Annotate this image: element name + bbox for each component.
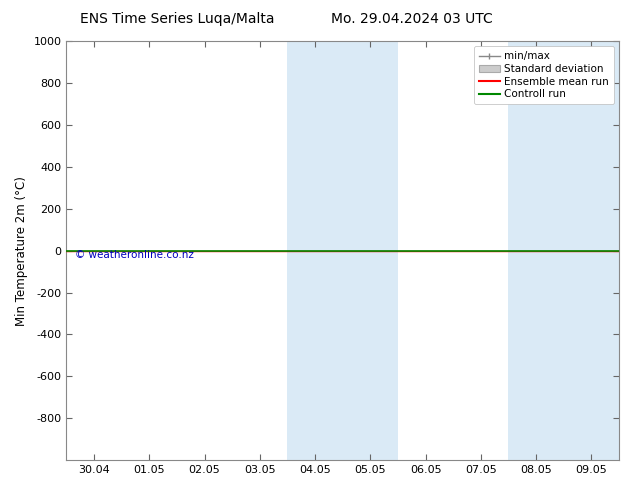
Text: ENS Time Series Luqa/Malta: ENS Time Series Luqa/Malta	[81, 12, 275, 26]
Legend: min/max, Standard deviation, Ensemble mean run, Controll run: min/max, Standard deviation, Ensemble me…	[474, 46, 614, 104]
Y-axis label: Min Temperature 2m (°C): Min Temperature 2m (°C)	[15, 175, 28, 325]
Text: © weatheronline.co.nz: © weatheronline.co.nz	[75, 250, 193, 260]
Bar	[508, 41, 619, 460]
Text: Mo. 29.04.2024 03 UTC: Mo. 29.04.2024 03 UTC	[331, 12, 493, 26]
Bar	[287, 41, 398, 460]
